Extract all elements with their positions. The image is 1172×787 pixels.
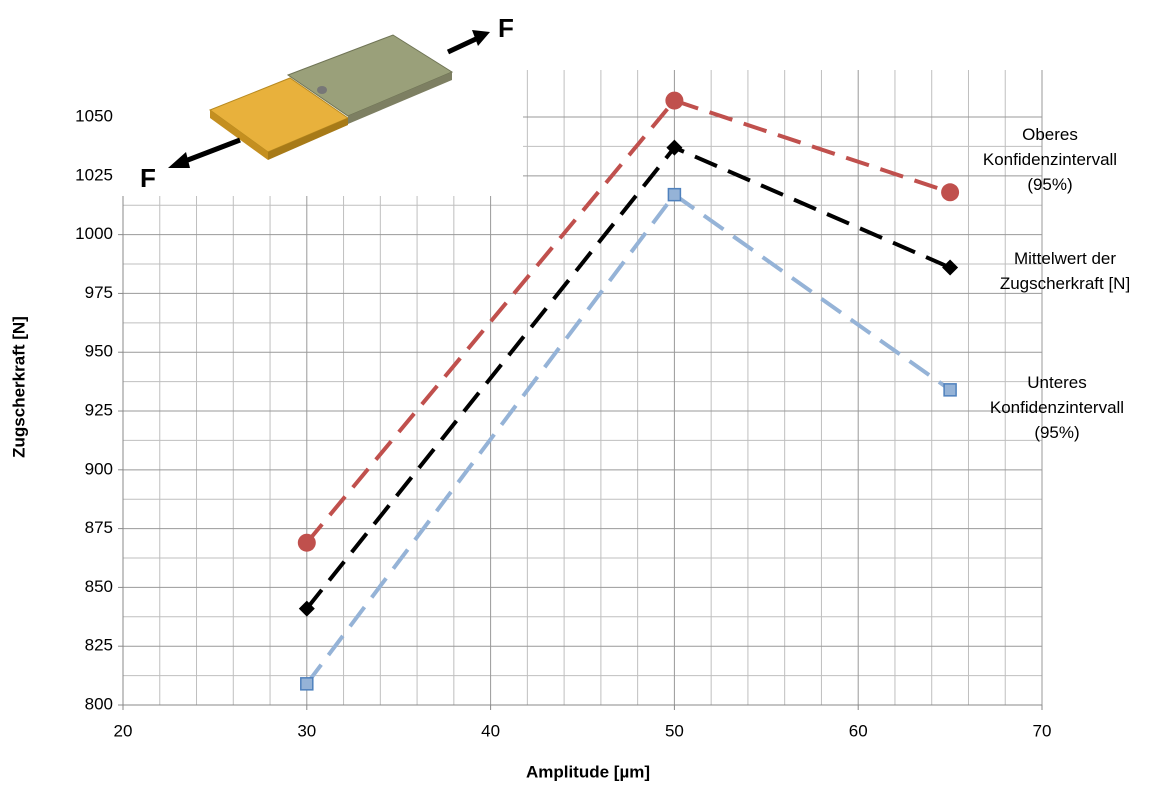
series-line <box>307 195 950 684</box>
y-tick-label: 825 <box>85 636 113 655</box>
marker <box>944 384 956 396</box>
marker <box>298 534 316 552</box>
marker <box>301 678 313 690</box>
force-label: F <box>140 163 156 193</box>
y-tick-label: 1000 <box>75 224 113 243</box>
y-tick-label: 800 <box>85 694 113 713</box>
x-tick-label: 50 <box>665 721 684 740</box>
marker <box>668 189 680 201</box>
illustration: F F <box>118 0 523 196</box>
marker <box>941 183 959 201</box>
weld-spot <box>317 86 327 94</box>
page: Amplitude [µm] Zugscherkraft [N] 20 30 40 5… <box>0 0 1172 787</box>
marker <box>942 260 958 276</box>
series-label: Oberes Konfidenzintervall (95%) <box>965 122 1135 197</box>
y-tick-label: 1025 <box>75 165 113 184</box>
y-tick-label: 850 <box>85 577 113 596</box>
y-tick-label: 1050 <box>75 107 113 126</box>
y-tick-label: 975 <box>85 283 113 302</box>
x-tick-label: 40 <box>481 721 500 740</box>
series-line <box>307 148 950 609</box>
y-tick-label: 950 <box>85 342 113 361</box>
series-label: Unteres Konfidenzintervall (95%) <box>972 370 1142 445</box>
y-tick-label: 875 <box>85 518 113 537</box>
x-tick-label: 60 <box>849 721 868 740</box>
x-tick-label: 30 <box>297 721 316 740</box>
y-tick-label: 925 <box>85 401 113 420</box>
y-tick-label: 900 <box>85 459 113 478</box>
force-label: F <box>498 13 514 43</box>
series-label: Mittelwert der Zugscherkraft [N] <box>980 246 1150 296</box>
x-tick-label: 70 <box>1033 721 1052 740</box>
y-axis-title: Zugscherkraft [N] <box>9 316 28 458</box>
x-axis-title: Amplitude [µm] <box>526 762 650 781</box>
marker <box>665 92 683 110</box>
x-tick-label: 20 <box>114 721 133 740</box>
